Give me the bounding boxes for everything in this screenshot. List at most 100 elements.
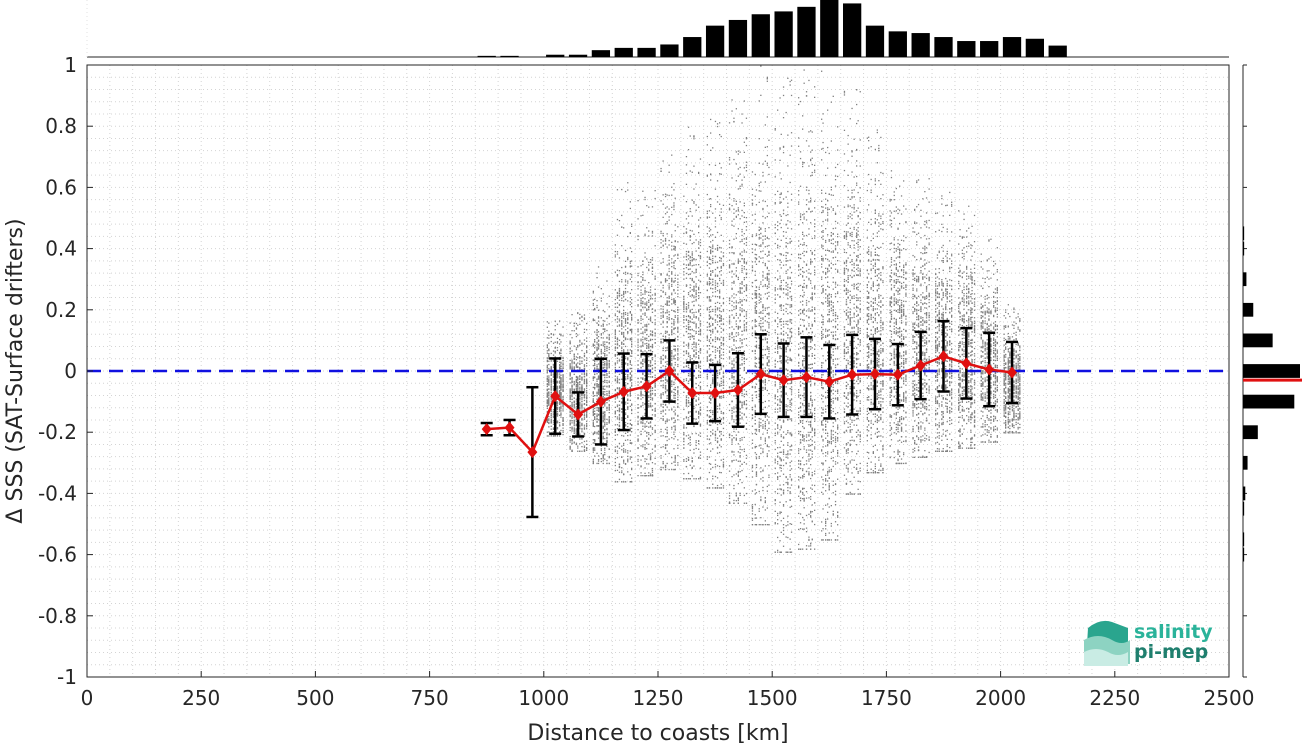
scatter-point	[562, 399, 564, 401]
scatter-point	[719, 339, 721, 341]
scatter-point	[673, 289, 675, 291]
scatter-point	[640, 388, 642, 391]
scatter-point	[706, 352, 708, 354]
scatter-point	[712, 270, 714, 272]
scatter-point	[719, 214, 721, 217]
scatter-point	[708, 401, 711, 403]
scatter-point	[571, 410, 573, 412]
scatter-point	[698, 247, 700, 249]
scatter-point	[581, 422, 583, 425]
scatter-point	[624, 287, 627, 290]
scatter-point	[573, 322, 575, 324]
scatter-point	[695, 258, 697, 261]
scatter-point	[629, 442, 631, 444]
scatter-point	[646, 448, 648, 450]
scatter-point	[695, 330, 697, 333]
scatter-point	[651, 357, 654, 359]
scatter-point	[695, 447, 697, 450]
scatter-point	[683, 380, 685, 382]
scatter-point	[671, 390, 673, 392]
scatter-point	[608, 448, 610, 450]
scatter-point	[664, 453, 667, 455]
scatter-point	[606, 341, 608, 343]
scatter-point	[719, 173, 721, 175]
scatter-point	[666, 379, 668, 381]
scatter-point	[712, 295, 714, 297]
scatter-point	[677, 319, 679, 321]
scatter-point	[689, 464, 691, 466]
scatter-point	[575, 328, 578, 330]
scatter-point	[616, 325, 619, 327]
scatter-point	[618, 280, 621, 283]
scatter-point	[693, 285, 695, 287]
scatter-point	[629, 260, 631, 262]
scatter-point	[627, 383, 629, 385]
scatter-point	[616, 418, 619, 420]
scatter-point	[698, 292, 700, 294]
scatter-point	[614, 313, 616, 315]
scatter-point	[649, 360, 652, 362]
scatter-point	[674, 311, 676, 313]
scatter-point	[666, 246, 668, 248]
scatter-point	[710, 358, 712, 360]
scatter-point	[698, 289, 700, 291]
scatter-point	[698, 309, 700, 311]
scatter-point	[714, 275, 717, 277]
scatter-point	[575, 419, 578, 421]
scatter-point	[614, 343, 616, 345]
scatter-point	[666, 264, 668, 266]
scatter-point	[710, 331, 712, 333]
scatter-point	[687, 437, 690, 439]
scatter-point	[579, 317, 581, 320]
scatter-point	[668, 402, 670, 405]
scatter-point	[712, 410, 714, 412]
scatter-point	[614, 458, 616, 460]
scatter-point	[660, 371, 662, 374]
scatter-point	[699, 381, 702, 383]
scatter-point	[685, 344, 688, 346]
scatter-point	[668, 337, 670, 339]
scatter-point	[668, 288, 670, 290]
scatter-point	[616, 410, 619, 412]
scatter-point	[687, 307, 690, 309]
scatter-point	[548, 388, 550, 390]
scatter-point	[706, 193, 708, 196]
scatter-point	[596, 404, 598, 407]
scatter-point	[642, 425, 644, 427]
scatter-point	[698, 421, 700, 423]
scatter-point	[674, 456, 676, 459]
scatter-point	[689, 208, 691, 210]
scatter-point	[644, 198, 646, 201]
scatter-point	[616, 253, 619, 255]
scatter-point	[562, 433, 564, 436]
scatter-point	[579, 339, 581, 342]
scatter-point	[716, 248, 719, 250]
scatter-point	[556, 372, 559, 375]
scatter-point	[616, 310, 619, 312]
scatter-point	[651, 308, 654, 310]
scatter-point	[677, 373, 679, 375]
scatter-point	[597, 384, 600, 386]
scatter-point	[648, 422, 650, 424]
scatter-point	[666, 316, 668, 318]
scatter-point	[560, 367, 562, 370]
scatter-point	[606, 390, 608, 393]
scatter-point	[664, 279, 667, 281]
scatter-point	[642, 344, 644, 346]
scatter-point	[671, 266, 673, 268]
scatter-point	[695, 432, 697, 435]
scatter-point	[706, 456, 708, 458]
scatter-point	[699, 314, 702, 317]
scatter-point	[698, 219, 700, 221]
scatter-point	[627, 332, 629, 334]
scatter-point	[699, 352, 702, 354]
scatter-point	[629, 450, 631, 452]
scatter-point	[671, 273, 673, 275]
scatter-point	[592, 414, 594, 416]
scatter-point	[571, 366, 573, 369]
scatter-point	[618, 299, 621, 301]
scatter-point	[559, 397, 561, 399]
scatter-point	[644, 440, 646, 442]
scatter-point	[714, 351, 717, 353]
scatter-point	[714, 236, 717, 238]
